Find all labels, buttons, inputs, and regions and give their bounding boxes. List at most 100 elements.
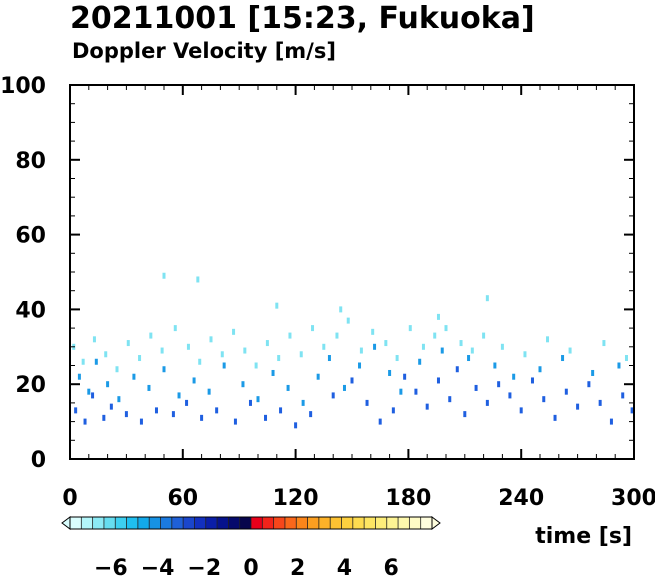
data-point [403, 373, 407, 380]
major-ticks [69, 84, 635, 460]
data-point [339, 306, 343, 313]
data-point [467, 355, 471, 362]
colorbar-tick-label: 2 [290, 556, 305, 577]
data-point [399, 388, 403, 395]
colorbar-segment [341, 517, 354, 529]
data-point [335, 332, 339, 339]
data-point [104, 351, 108, 358]
data-point [617, 362, 621, 369]
colorbar-segment [239, 517, 252, 529]
data-point [322, 343, 326, 350]
data-point [92, 336, 96, 343]
data-point [294, 422, 298, 429]
data-point [459, 340, 463, 347]
data-point [365, 399, 369, 406]
data-point [474, 384, 478, 391]
colorbar-segment [251, 517, 263, 529]
data-point [209, 336, 213, 343]
data-point [512, 373, 516, 380]
colorbar-segment [296, 517, 308, 529]
y-tick-label: 100 [0, 74, 46, 99]
data-point [395, 355, 399, 362]
data-point [279, 407, 283, 414]
y-tick-label: 0 [31, 448, 46, 473]
y-tick-labels: 0 20 40 60 80 100 [0, 74, 46, 473]
y-tick-label: 40 [15, 298, 46, 323]
data-point [138, 355, 142, 362]
data-point [162, 366, 166, 373]
colorbar-segment [398, 517, 410, 529]
data-point [81, 358, 85, 365]
colorbar-segment [103, 517, 116, 529]
data-point [126, 340, 130, 347]
data-point [271, 369, 275, 376]
data-point [83, 418, 87, 425]
data-point [342, 384, 346, 391]
colorbar-segment [420, 517, 433, 529]
data-point [277, 355, 281, 362]
data-point [463, 411, 467, 418]
data-point [220, 351, 224, 358]
data-point [102, 414, 106, 421]
colorbar-segment [137, 517, 150, 529]
data-point [388, 369, 392, 376]
colorbar-tick-label: 6 [383, 556, 398, 577]
data-point [624, 355, 628, 362]
data-point [149, 332, 153, 339]
chart-title: 20211001 [15:23, Fukuoka] [70, 1, 535, 36]
minor-ticks [70, 85, 634, 459]
data-point [160, 347, 164, 354]
data-point [288, 332, 292, 339]
data-point [621, 392, 625, 399]
data-point [500, 343, 504, 350]
x-tick-labels: 0 60 120 180 240 300 [62, 486, 655, 511]
data-point [316, 373, 320, 380]
data-point [436, 313, 440, 320]
data-point [358, 362, 362, 369]
data-point [384, 340, 388, 347]
data-point [425, 403, 429, 410]
data-point [482, 332, 486, 339]
x-tick-label: 240 [498, 486, 544, 511]
data-point [198, 358, 202, 365]
data-point [564, 388, 568, 395]
data-point [421, 343, 425, 350]
plot-frame [69, 84, 635, 460]
colorbar-segment [386, 517, 399, 529]
x-tick-label: 0 [62, 486, 77, 511]
data-point [538, 366, 542, 373]
data-point [233, 418, 237, 425]
data-point [523, 351, 527, 358]
data-point [286, 384, 290, 391]
data-point [598, 399, 602, 406]
data-point [493, 362, 497, 369]
data-points-layer [72, 272, 634, 429]
colorbar-segment [183, 517, 195, 529]
colorbar-segment [318, 517, 331, 529]
colorbar-segment [81, 517, 93, 529]
colorbar-segment [194, 517, 207, 529]
data-point [117, 396, 121, 403]
data-point [408, 325, 412, 332]
data-point [91, 392, 95, 399]
data-point [275, 302, 279, 309]
data-point [602, 340, 606, 347]
data-point [87, 388, 91, 395]
colorbar-segment [375, 517, 388, 529]
data-point [115, 366, 119, 373]
y-tick-label: 20 [15, 373, 46, 398]
data-point [591, 369, 595, 376]
data-point [171, 411, 175, 418]
colorbar-min-arrow [61, 516, 71, 530]
data-point [346, 317, 350, 324]
data-point [299, 351, 303, 358]
data-point [350, 377, 354, 384]
data-point [77, 373, 81, 380]
data-point [561, 355, 565, 362]
data-point [630, 407, 634, 414]
data-point [448, 396, 452, 403]
data-point [264, 414, 268, 421]
data-point [542, 396, 546, 403]
colorbar-segment [352, 517, 365, 529]
colorbar-segment [160, 517, 173, 529]
